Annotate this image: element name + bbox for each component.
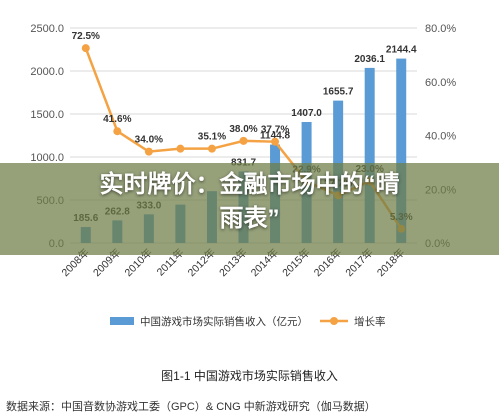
growth-point (239, 136, 248, 145)
y-tick-label: 2500.0 (30, 23, 64, 35)
growth-value-label: 34.0% (135, 135, 163, 146)
y2-tick-label: 40.0% (425, 131, 456, 143)
overlay-banner (0, 163, 499, 255)
overlay-title-line2: 雨表” (219, 205, 280, 232)
growth-value-label: 38.0% (229, 124, 257, 135)
y2-tick-label: 60.0% (425, 77, 456, 89)
bar-value-label: 1144.8 (260, 131, 290, 142)
y-tick-label: 1500.0 (30, 109, 64, 121)
overlay-title-line1: 实时牌价：金融市场中的“晴 (99, 171, 400, 198)
y-tick-label: 1000.0 (30, 152, 64, 164)
bar-value-label: 2036.1 (354, 54, 385, 65)
y2-tick-label: 80.0% (425, 23, 456, 35)
growth-point (144, 147, 153, 156)
growth-value-label: 35.1% (198, 132, 226, 143)
growth-value-label: 37.7% (261, 125, 289, 136)
bar-value-label: 2144.4 (386, 45, 417, 56)
bar-value-label: 1407.0 (291, 108, 322, 119)
legend-label-line: 增长率 (354, 315, 386, 328)
y-tick-label: 2000.0 (30, 66, 64, 78)
bar-value-label: 1655.7 (323, 87, 354, 98)
growth-value-label: 41.6% (103, 114, 131, 125)
legend-label-bar: 中国游戏市场实际销售收入（亿元） (140, 315, 308, 328)
growth-point (271, 137, 280, 146)
growth-value-label: 72.5% (72, 31, 100, 42)
legend-marker-line (330, 317, 338, 325)
data-source: 数据来源：中国音数协游戏工委（GPC）& CNG 中新游戏研究（伽马数据） (6, 401, 376, 413)
bar (364, 67, 375, 243)
legend-swatch-bar (110, 317, 134, 325)
growth-point (207, 144, 216, 153)
bar (396, 58, 407, 243)
chart-caption: 图1-1 中国游戏市场实际销售收入 (161, 369, 338, 383)
growth-point (176, 144, 185, 153)
overlay-title: 实时牌价：金融市场中的“晴 雨表” (0, 168, 499, 236)
growth-point (81, 44, 90, 53)
growth-point (113, 127, 122, 136)
bar-value-label: 831.7 (231, 157, 256, 168)
